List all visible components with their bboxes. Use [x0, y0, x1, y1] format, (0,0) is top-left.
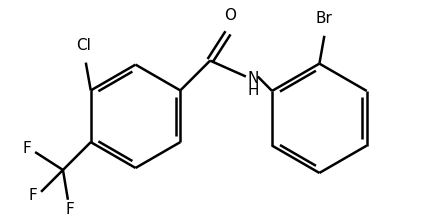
Text: F: F — [29, 188, 37, 203]
Text: Br: Br — [316, 11, 333, 26]
Text: F: F — [23, 141, 32, 155]
Text: H: H — [248, 83, 259, 98]
Text: F: F — [66, 202, 74, 217]
Text: Cl: Cl — [76, 38, 91, 53]
Text: O: O — [224, 8, 236, 23]
Text: N: N — [248, 71, 259, 86]
